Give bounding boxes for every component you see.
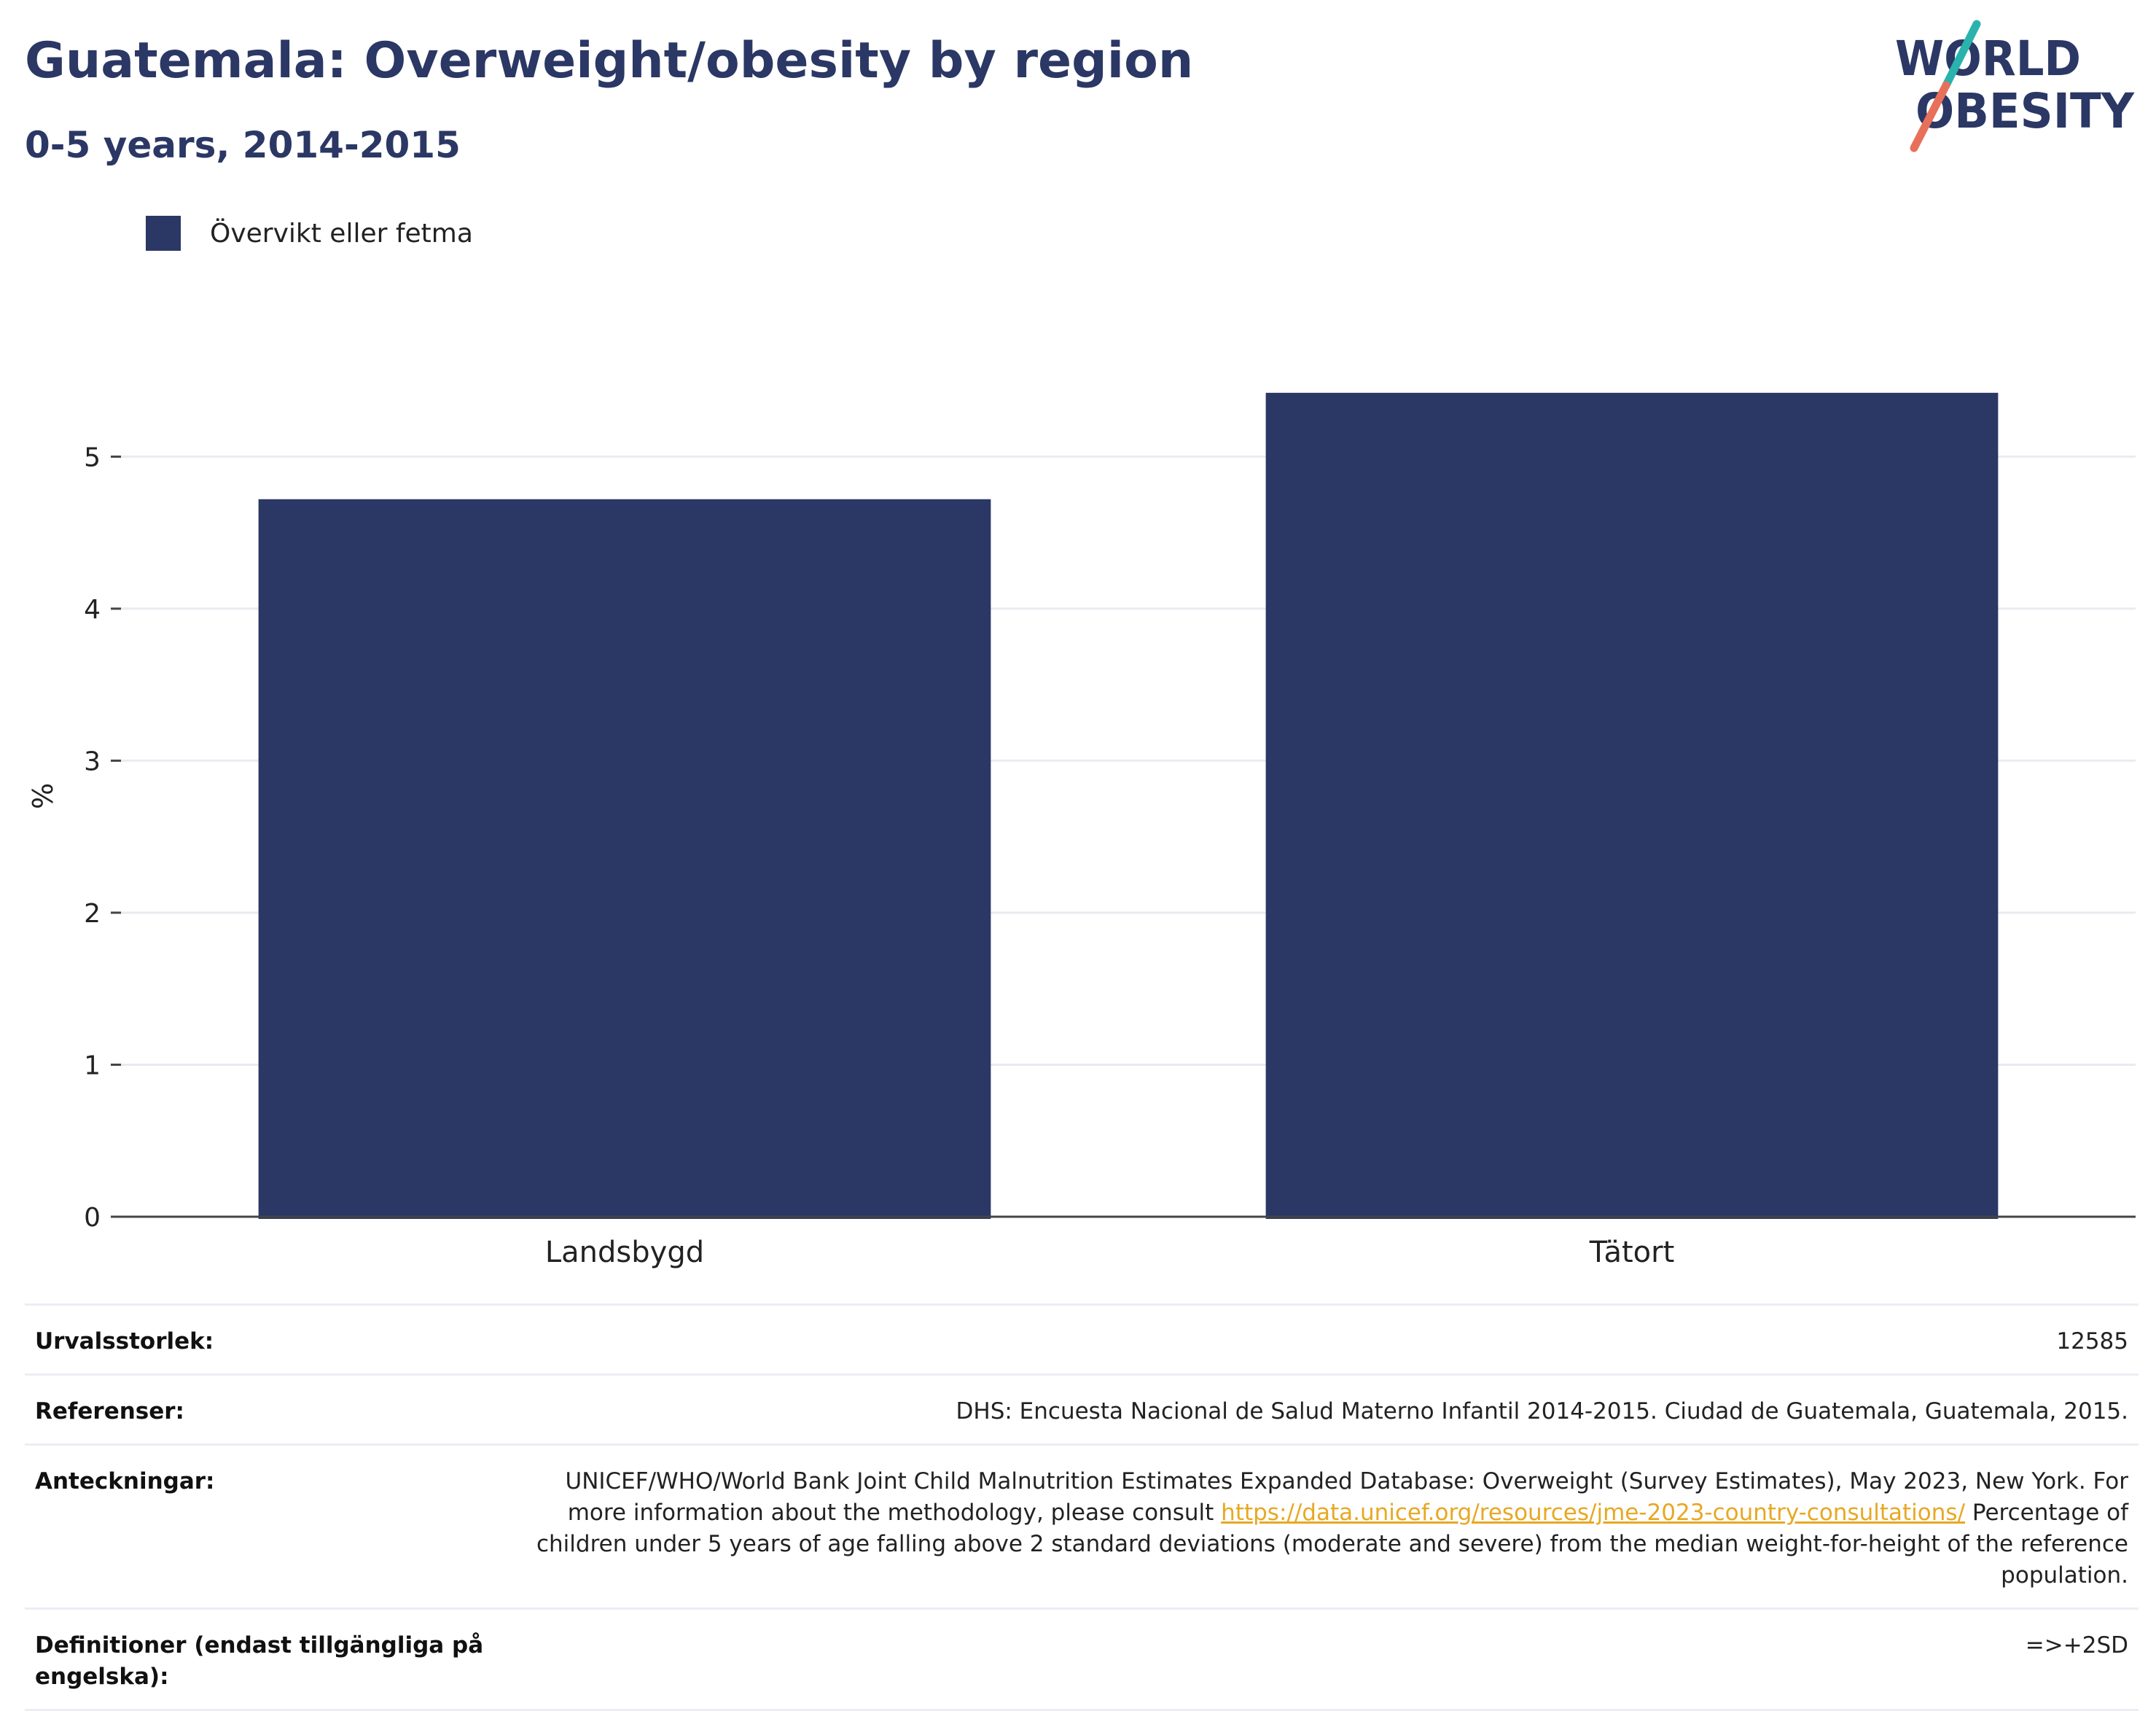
sample-size-value: 12585 <box>2056 1328 2128 1355</box>
world-obesity-logo: WORLD OBESITY <box>1895 20 2135 152</box>
chart-subtitle: 0-5 years, 2014-2015 <box>25 124 461 166</box>
y-tick-labels: 0 1 2 3 4 5 <box>84 443 121 1233</box>
y-tick-label: 4 <box>84 595 101 625</box>
sample-size-label: Urvalsstorlek: <box>35 1328 214 1355</box>
notes-value: UNICEF/WHO/World Bank Joint Child Malnut… <box>501 1466 2128 1591</box>
x-tick-label: Landsbygd <box>545 1236 704 1269</box>
notes-text-1: UNICEF/WHO/World Bank Joint Child Malnut… <box>565 1468 2129 1526</box>
bars <box>258 392 1999 1219</box>
y-tick-label: 1 <box>84 1051 101 1080</box>
info-table: Urvalsstorlek: 12585 Referenser: DHS: En… <box>25 1303 2139 1711</box>
x-tick-labels: Landsbygd Tätort <box>545 1236 1674 1269</box>
y-tick-label: 2 <box>84 899 101 929</box>
sample-size-row: Urvalsstorlek: 12585 <box>25 1303 2139 1373</box>
definitions-value: =>+2SD <box>2025 1632 2128 1659</box>
notes-link[interactable]: https://data.unicef.org/resources/jme-20… <box>1221 1500 1966 1526</box>
y-tick-label: 0 <box>84 1203 101 1233</box>
legend-swatch <box>146 216 181 251</box>
logo-line-2: OBESITY <box>1915 83 2135 139</box>
notes-text-2: Percentage of children under 5 years of … <box>536 1500 2128 1589</box>
bar-chart: 0 1 2 3 4 5 Landsbygd Tätort % <box>27 392 2136 1269</box>
chart-title: Guatemala: Overweight/obesity by region <box>25 32 1194 90</box>
y-tick-label: 3 <box>84 747 101 776</box>
references-row: Referenser: DHS: Encuesta Nacional de Sa… <box>25 1373 2139 1443</box>
notes-row: Anteckningar: UNICEF/WHO/World Bank Join… <box>25 1443 2139 1607</box>
logo-slash-teal <box>1942 20 1981 90</box>
definitions-row: Definitioner (endast tillgängliga på eng… <box>25 1607 2139 1711</box>
legend-label: Övervikt eller fetma <box>210 218 473 249</box>
y-tick-label: 5 <box>84 443 101 472</box>
references-label: Referenser: <box>35 1398 184 1424</box>
y-axis-title: % <box>27 783 59 809</box>
bar-tätort[interactable] <box>1265 392 1999 1219</box>
bar-landsbygd[interactable] <box>258 499 991 1219</box>
notes-label: Anteckningar: <box>35 1468 215 1494</box>
legend[interactable]: Övervikt eller fetma <box>146 216 473 251</box>
definitions-label: Definitioner (endast tillgängliga på eng… <box>35 1632 484 1690</box>
x-tick-label: Tätort <box>1589 1236 1675 1269</box>
logo-line-1: WORLD <box>1895 31 2081 87</box>
references-value: DHS: Encuesta Nacional de Salud Materno … <box>956 1398 2128 1424</box>
logo-slash-coral <box>1910 81 1950 152</box>
